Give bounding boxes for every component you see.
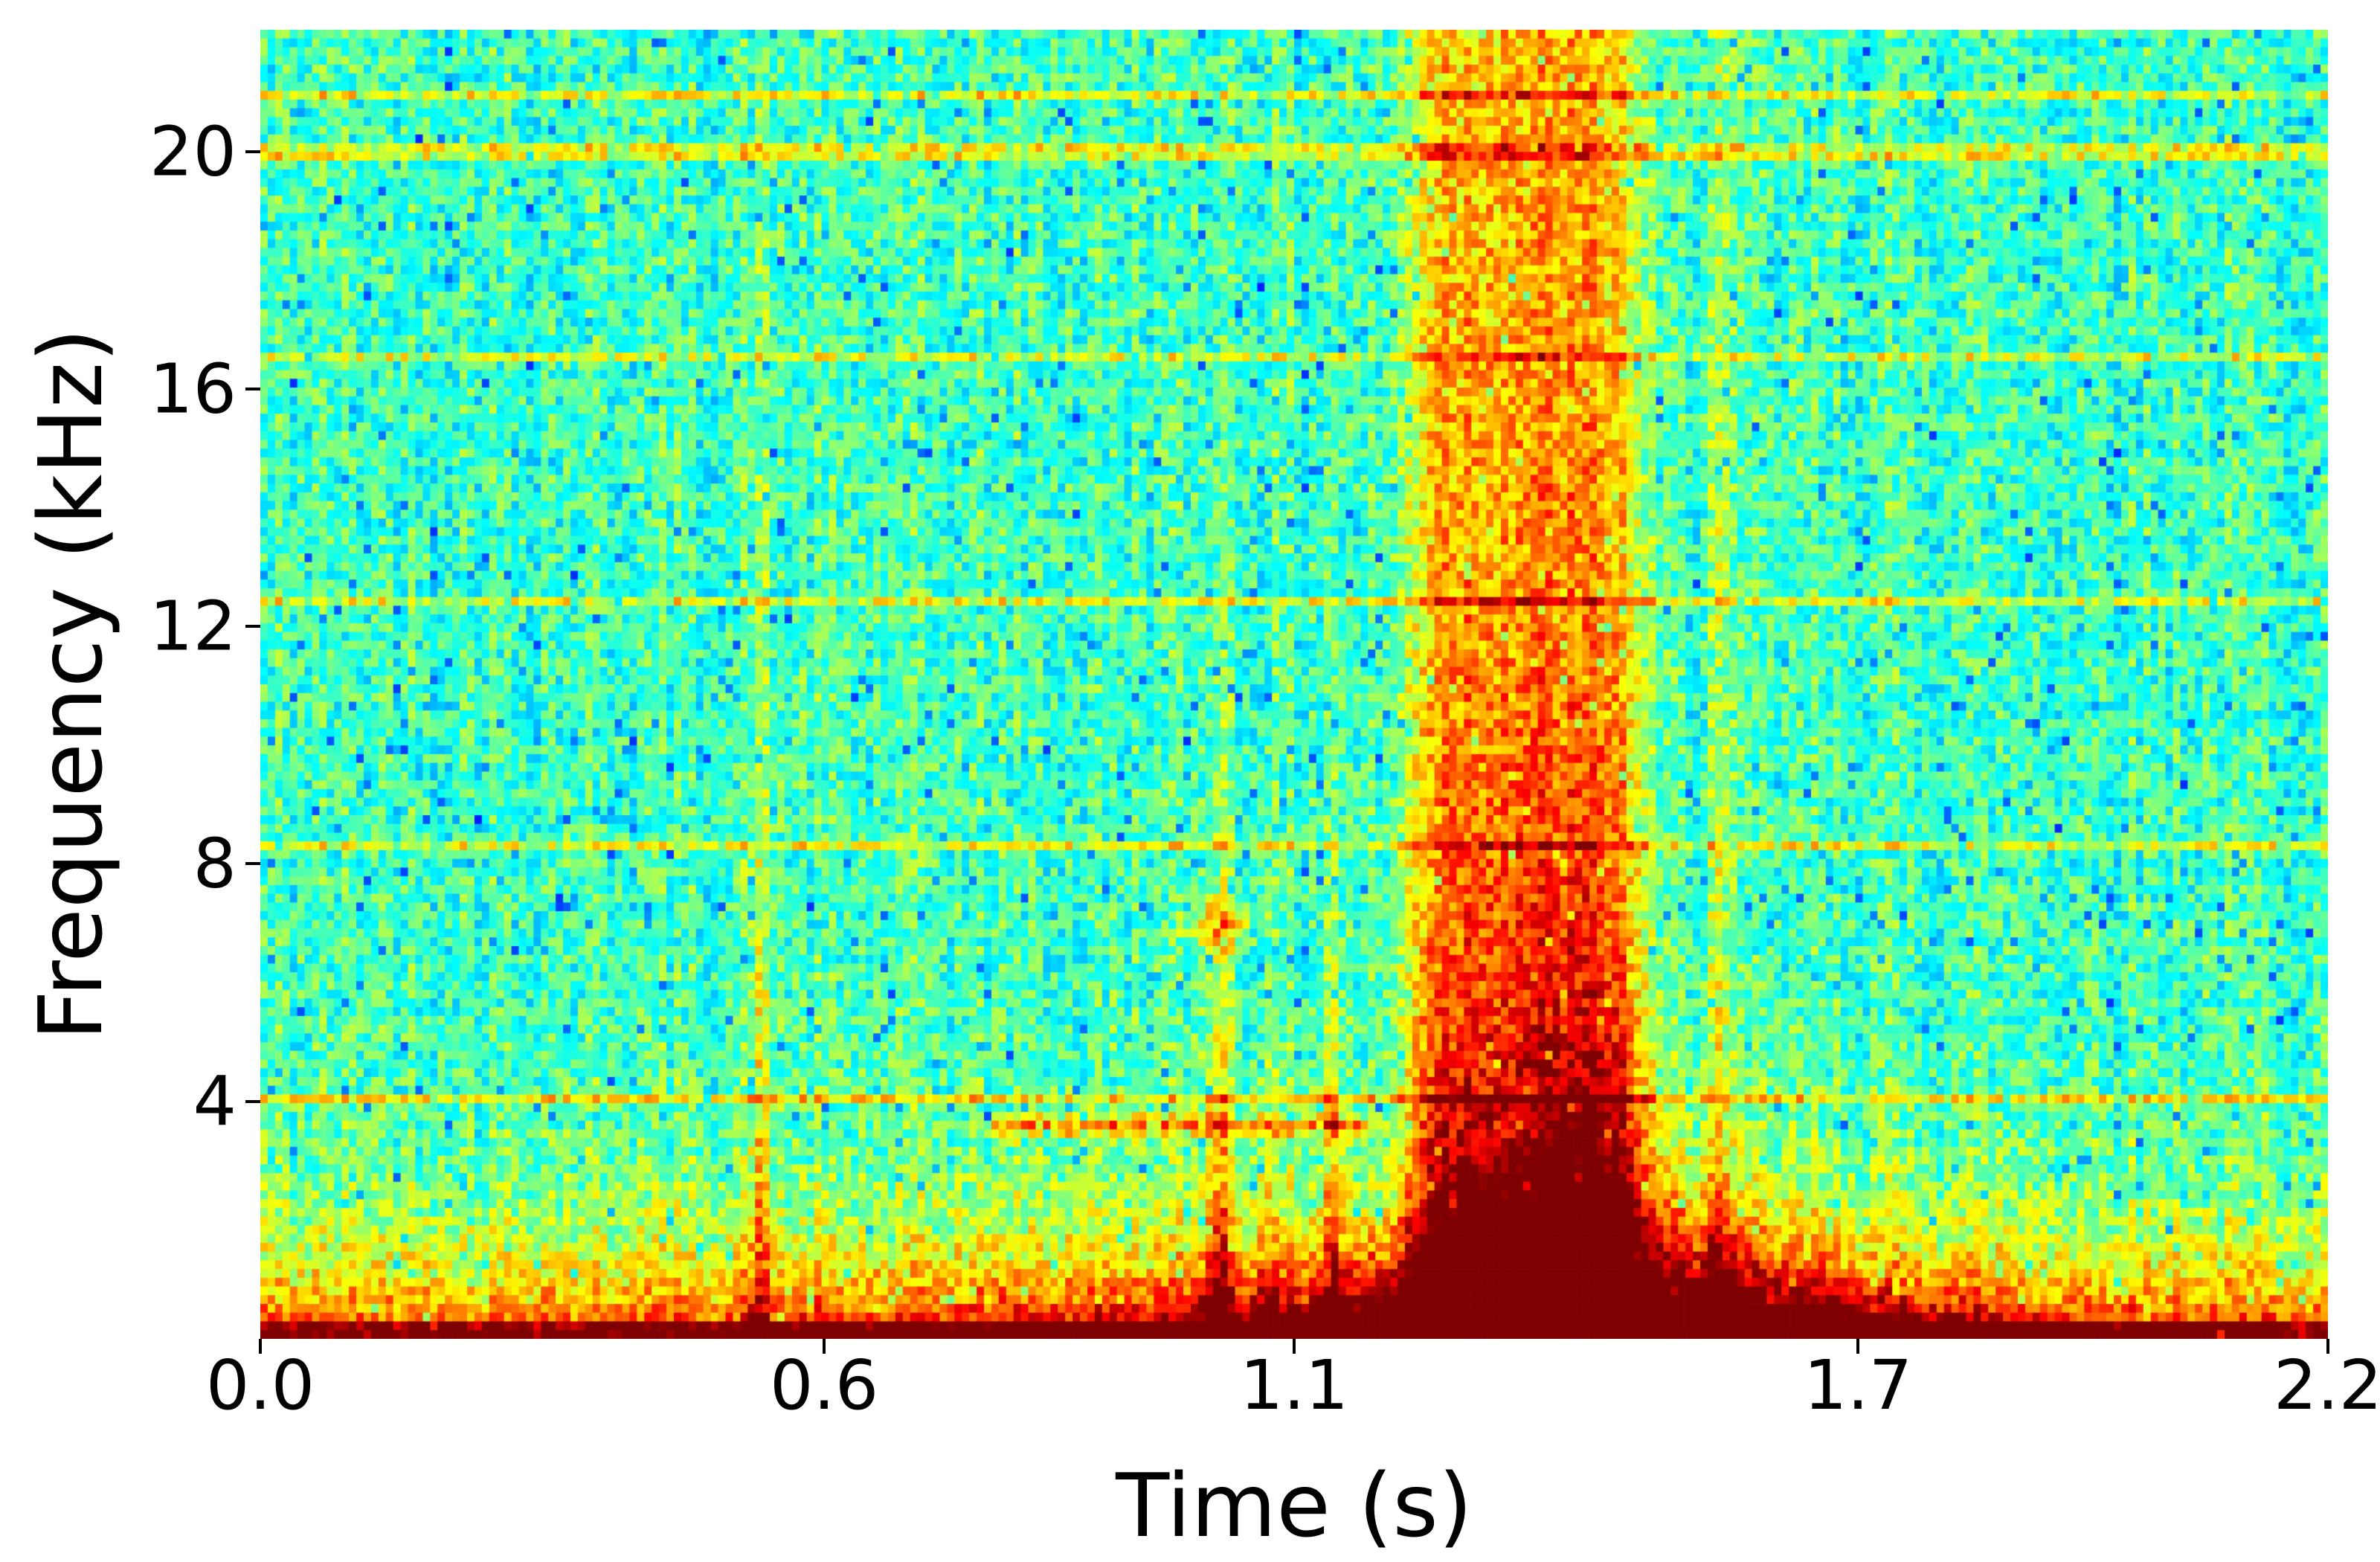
y-tick-mark bbox=[245, 387, 260, 390]
spectrogram-canvas bbox=[260, 30, 2328, 1339]
x-tick-mark bbox=[1856, 1339, 1860, 1354]
y-tick-mark bbox=[245, 625, 260, 629]
x-tick-label: 1.1 bbox=[1239, 1346, 1349, 1425]
y-tick-mark bbox=[245, 150, 260, 153]
x-tick-mark bbox=[259, 1339, 262, 1354]
x-tick-mark bbox=[1293, 1339, 1296, 1354]
y-tick-label: 20 bbox=[149, 112, 237, 192]
x-tick-label: 2.2 bbox=[2273, 1346, 2380, 1425]
y-axis-label: Frequency (kHz) bbox=[19, 327, 122, 1041]
y-tick-mark bbox=[245, 1099, 260, 1103]
x-tick-label: 0.0 bbox=[205, 1346, 315, 1425]
y-tick-mark bbox=[245, 862, 260, 866]
y-tick-label: 4 bbox=[193, 1061, 237, 1142]
y-tick-label: 12 bbox=[149, 586, 237, 666]
x-tick-label: 1.7 bbox=[1804, 1346, 1913, 1425]
spectrogram-plot bbox=[260, 30, 2328, 1339]
y-tick-label: 16 bbox=[149, 349, 237, 429]
x-tick-mark bbox=[823, 1339, 826, 1354]
y-tick-label: 8 bbox=[193, 823, 237, 904]
x-tick-mark bbox=[2326, 1339, 2329, 1354]
x-axis-label: Time (s) bbox=[1116, 1454, 1473, 1557]
x-tick-label: 0.6 bbox=[770, 1346, 879, 1425]
